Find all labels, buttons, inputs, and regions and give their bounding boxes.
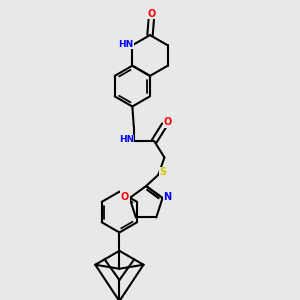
- Text: O: O: [163, 118, 172, 128]
- Text: O: O: [147, 9, 156, 19]
- Text: HN: HN: [119, 135, 134, 144]
- Text: HN: HN: [118, 40, 134, 49]
- Text: N: N: [163, 191, 171, 202]
- Text: S: S: [159, 167, 167, 177]
- Text: O: O: [121, 191, 129, 202]
